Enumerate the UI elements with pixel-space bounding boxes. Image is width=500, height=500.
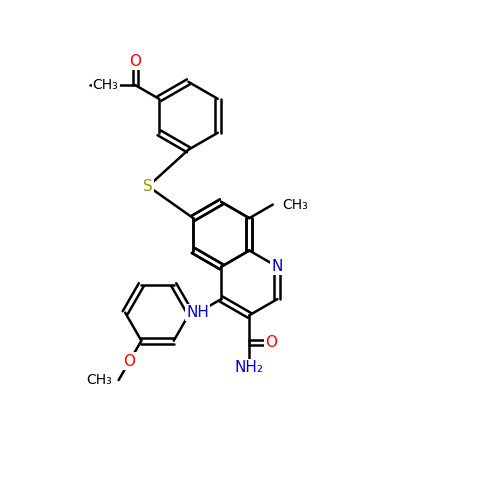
Text: CH₃: CH₃ (92, 78, 118, 92)
Text: NH: NH (186, 305, 209, 320)
Text: N: N (272, 259, 283, 274)
Text: CH₃: CH₃ (86, 373, 113, 387)
Text: NH₂: NH₂ (235, 360, 264, 375)
Text: O: O (266, 335, 278, 350)
Text: O: O (106, 78, 118, 92)
Text: O: O (130, 54, 141, 69)
Text: O: O (124, 354, 136, 368)
Text: CH₃: CH₃ (282, 198, 308, 211)
Text: S: S (144, 179, 153, 194)
